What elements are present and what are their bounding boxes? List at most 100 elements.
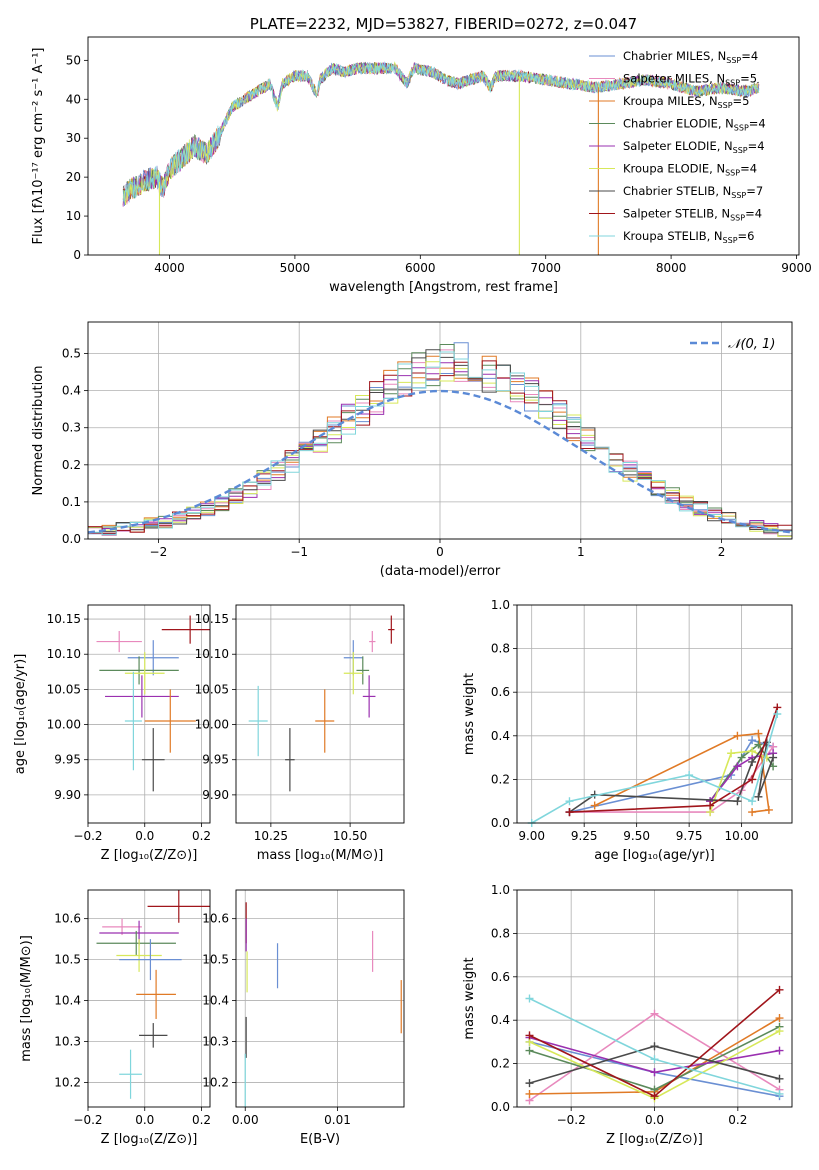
y-tick-label: 1.0 [491, 883, 510, 897]
krou_stelib-weight-marker [650, 1055, 659, 1064]
spectrum-series [122, 61, 760, 255]
chab_miles-weight-marker [748, 736, 757, 745]
weight_vs_age-series [527, 703, 782, 827]
x-tick-label: 9.25 [571, 829, 598, 843]
y-tick-label: 0.6 [491, 970, 510, 984]
x-tick-label: 9000 [781, 261, 812, 275]
krou_stelib-weight-marker [685, 771, 694, 780]
y-tick-label: 10.15 [195, 612, 229, 626]
x-tick-label: −1 [290, 545, 308, 559]
y-axis-label: Normed distribution [31, 366, 46, 496]
x-axis-label: age [log₁₀(age/yr)] [594, 848, 715, 863]
salp_elodie-weight-marker [733, 762, 742, 771]
y-tick-label: 10.2 [54, 1075, 81, 1089]
y-tick-label: 10.5 [54, 953, 81, 967]
y-tick-label: 0.5 [62, 347, 81, 361]
krou_elodie-weight-line [709, 750, 768, 813]
chab_stelib-weight-marker [769, 753, 778, 762]
x-tick-label: 9.75 [676, 829, 703, 843]
x-tick-label: 10.00 [724, 829, 758, 843]
x-tick-label: −0.2 [557, 1113, 586, 1127]
y-tick-label: 0.8 [491, 642, 510, 656]
salp_elodie-weight-marker [650, 1068, 659, 1077]
legend-label: Kroupa STELIB, NSSP=6 [623, 229, 754, 245]
x-tick-label: 0.2 [192, 1113, 211, 1127]
y-tick-label: 10.5 [202, 953, 229, 967]
x-tick-label: 2 [718, 545, 726, 559]
x-tick-label: 10.25 [254, 829, 288, 843]
y-tick-label: 10.15 [47, 612, 81, 626]
x-tick-label: 1 [577, 545, 585, 559]
chab_stelib-weight-marker [650, 1042, 659, 1051]
x-axis-label: E(B-V) [300, 1132, 340, 1147]
legend-label: Salpeter MILES, NSSP=5 [623, 72, 757, 88]
y-tick-label: 30 [66, 131, 81, 145]
y-tick-label: 50 [66, 53, 81, 67]
krou_stelib-weight-line [531, 713, 779, 824]
legend-label: 𝒩(0, 1) [728, 337, 775, 352]
y-tick-label: 10.00 [47, 718, 81, 732]
weight_vs_Z-axes: −0.2 0.0 0.2 0.0 0.2 0.4 0.6 0.8 1.0 Z [log₁₀(Z/Z… [462, 883, 792, 1147]
mass_vs_ebv-axes: 0.00 0.01 10.2 10.3 10.4 10.5 10.6 E(B-V) [202, 890, 404, 1147]
salp_miles-weight-marker [650, 1009, 659, 1018]
y-tick-label: 10.00 [195, 718, 229, 732]
legend-label: Salpeter ELODIE, NSSP=4 [623, 139, 765, 155]
y-tick-label: 10.6 [202, 912, 229, 926]
weight_vs_Z-series [525, 985, 784, 1105]
x-tick-label: 9.00 [518, 829, 545, 843]
y-axis-label: Flux [fλ10⁻¹⁷ erg cm⁻² s⁻¹ A⁻¹] [31, 48, 46, 245]
y-tick-label: 40 [66, 92, 81, 106]
y-tick-label: 0.8 [491, 926, 510, 940]
legend-label: Kroupa MILES, NSSP=5 [623, 94, 749, 110]
krou_miles-weight-marker [748, 808, 757, 817]
mass_vs_Z-frame [87, 889, 211, 1108]
y-tick-label: 10.6 [54, 912, 81, 926]
y-tick-label: 10.05 [47, 682, 81, 696]
age_vs_mass-axes: 10.25 10.50 9.90 9.95 10.00 10.05 10.10 10.15 ma… [195, 605, 404, 863]
y-tick-label: 0 [73, 248, 81, 262]
y-tick-label: 10.10 [47, 647, 81, 661]
y-tick-label: 10.4 [54, 994, 81, 1008]
y-tick-label: 20 [66, 170, 81, 184]
spectrum-frame [87, 36, 800, 256]
salp_stelib-weight-marker [565, 808, 574, 817]
y-tick-label: 10.05 [195, 682, 229, 696]
krou_miles-weight-marker [733, 731, 742, 740]
salp_elodie-weight-marker [775, 1046, 784, 1055]
weight_vs_age-frame [516, 604, 793, 824]
mass_vs_ebv-points [244, 902, 402, 1107]
chart-title: PLATE=2232, MJD=53827, FIBERID=0272, z=0… [250, 15, 637, 33]
x-tick-label: 0.2 [728, 1113, 747, 1127]
krou_miles-weight-marker [754, 729, 763, 738]
age_vs_Z-frame [87, 604, 211, 824]
y-tick-label: 9.95 [202, 753, 229, 767]
legend-label: Salpeter STELIB, NSSP=4 [623, 207, 762, 223]
residuals-frame [87, 321, 793, 540]
x-tick-label: −0.2 [73, 1113, 102, 1127]
x-tick-label: −2 [150, 545, 168, 559]
krou_stelib-weight-marker [565, 797, 574, 806]
krou_miles-weight-marker [775, 1014, 784, 1023]
y-tick-label: 0.3 [62, 421, 81, 435]
y-tick-label: 10.10 [195, 647, 229, 661]
spectrum-legend: Chabrier MILES, NSSP=4 Salpeter MILES, NS… [589, 49, 766, 245]
y-tick-label: 10.3 [202, 1034, 229, 1048]
krou_stelib-weight-marker [773, 710, 782, 718]
age_vs_mass-frame [235, 604, 405, 824]
y-tick-label: 0.6 [491, 685, 510, 699]
salp_stelib-weight-marker [706, 801, 715, 810]
legend-label: Kroupa ELODIE, NSSP=4 [623, 162, 757, 178]
y-tick-label: 0.4 [62, 384, 81, 398]
salp_stelib-weight-marker [525, 1031, 534, 1040]
krou_stelib-weight-marker [775, 1089, 784, 1098]
legend-label: Chabrier MILES, NSSP=4 [623, 49, 758, 65]
salp_stelib-weight-marker [775, 985, 784, 994]
chab_stelib-weight-marker [748, 757, 757, 766]
krou_stelib-weight-marker [525, 994, 534, 1003]
x-axis-label: Z [log₁₀(Z/Z⊙)] [606, 1132, 703, 1147]
x-tick-label: 5000 [280, 261, 311, 275]
x-tick-label: 0.0 [135, 1113, 154, 1127]
mass_vs_Z-axes: −0.2 0.0 0.2 10.2 10.3 10.4 10.5 10.6 Z [log₁₀(Z… [19, 890, 211, 1147]
x-tick-label: 0.0 [645, 1113, 664, 1127]
x-tick-label: 0.00 [232, 1113, 259, 1127]
